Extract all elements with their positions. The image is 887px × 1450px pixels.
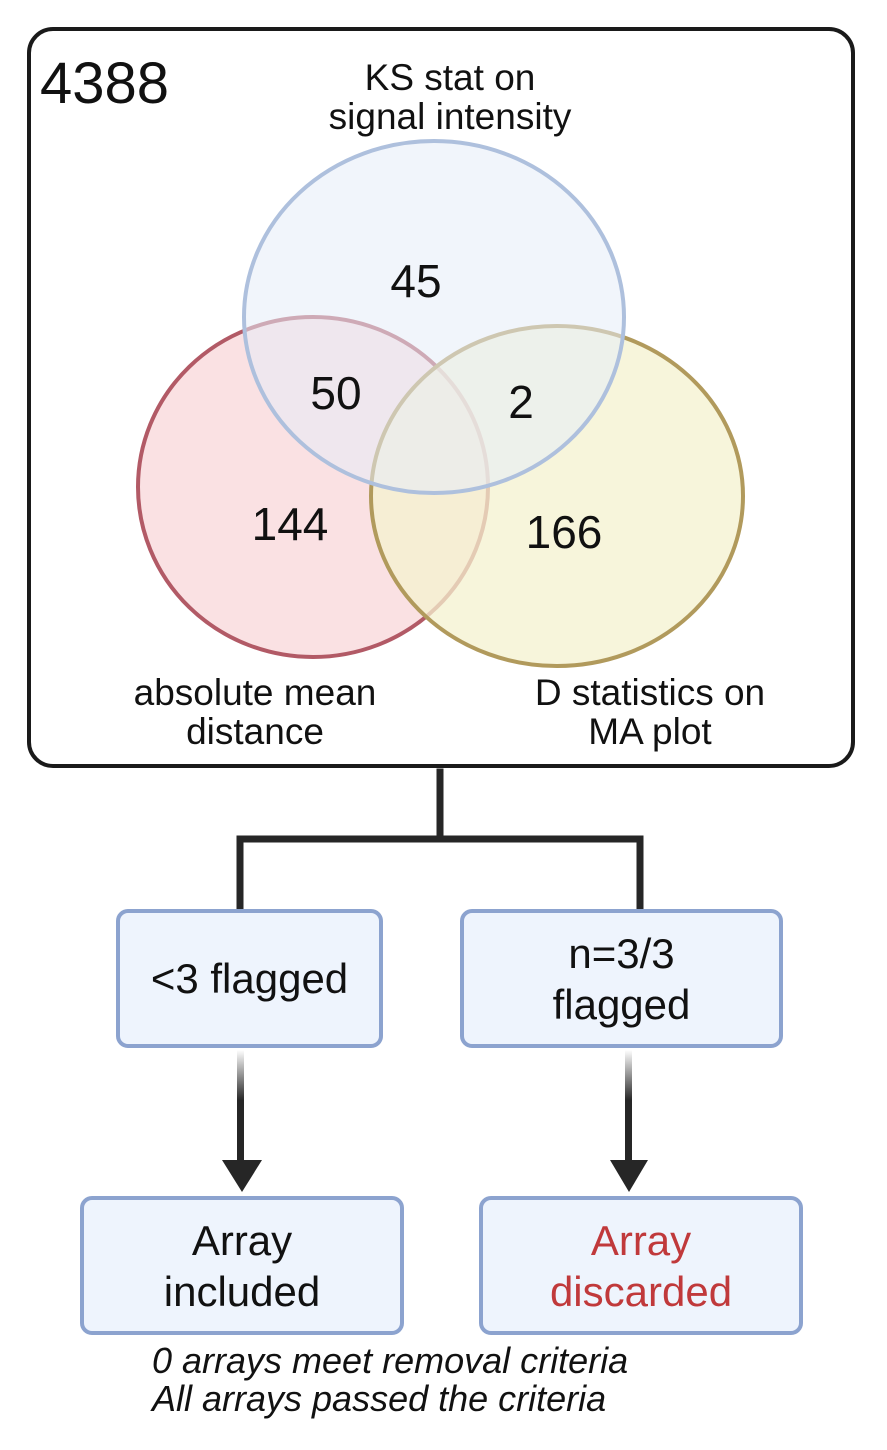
outcome-discarded-line1: Array <box>590 1216 692 1264</box>
footer-note-line1: 0 arrays meet removal criteria <box>152 1340 629 1381</box>
set-label-ks-stat: KS stat on signal intensity <box>250 58 650 136</box>
set-label-d-line2: MA plot <box>588 711 712 752</box>
region-count-ks-d: 2 <box>508 376 534 428</box>
arrow-to-discarded <box>610 1050 648 1192</box>
set-label-absolute-mean-distance: absolute mean distance <box>90 673 420 751</box>
outcome-discarded-line2: discarded <box>549 1267 733 1315</box>
branch-connector <box>236 768 644 910</box>
set-label-d-statistics: D statistics on MA plot <box>490 673 810 751</box>
venn-diagram <box>136 139 745 668</box>
region-count-amd-only: 144 <box>251 498 329 550</box>
footer-note: 0 arrays meet removal criteria All array… <box>152 1342 628 1418</box>
decision-label-n-line2: flagged <box>552 980 691 1028</box>
region-count-ks-only: 45 <box>390 255 442 307</box>
set-label-ks-line1: KS stat on <box>364 57 536 98</box>
region-count-ks-amd: 50 <box>310 367 362 419</box>
arrow-to-included <box>222 1050 262 1192</box>
circle-ks-stat <box>242 139 626 495</box>
decision-label-less-than-three: <3 flagged <box>150 955 349 1002</box>
footer-note-line2: All arrays passed the criteria <box>152 1378 607 1419</box>
venn-frame <box>27 27 855 768</box>
decision-label-n-line1: n=3/3 <box>568 929 675 977</box>
decision-box-less-than-three-flagged: <3 flagged <box>116 909 383 1048</box>
universe-total-count: 4388 <box>40 51 170 116</box>
set-label-amd-line2: distance <box>186 711 324 752</box>
outcome-box-array-included: Array included <box>80 1196 404 1335</box>
outcome-included-line1: Array <box>191 1216 293 1264</box>
region-count-d-only: 166 <box>525 506 603 558</box>
outcome-included-line2: included <box>163 1267 321 1315</box>
set-label-amd-line1: absolute mean <box>133 672 377 713</box>
outcome-box-array-discarded: Array discarded <box>479 1196 803 1335</box>
decision-box-three-of-three-flagged: n=3/3 flagged <box>460 909 783 1048</box>
set-label-ks-line2: signal intensity <box>328 96 572 137</box>
set-label-d-line1: D statistics on <box>534 672 766 713</box>
